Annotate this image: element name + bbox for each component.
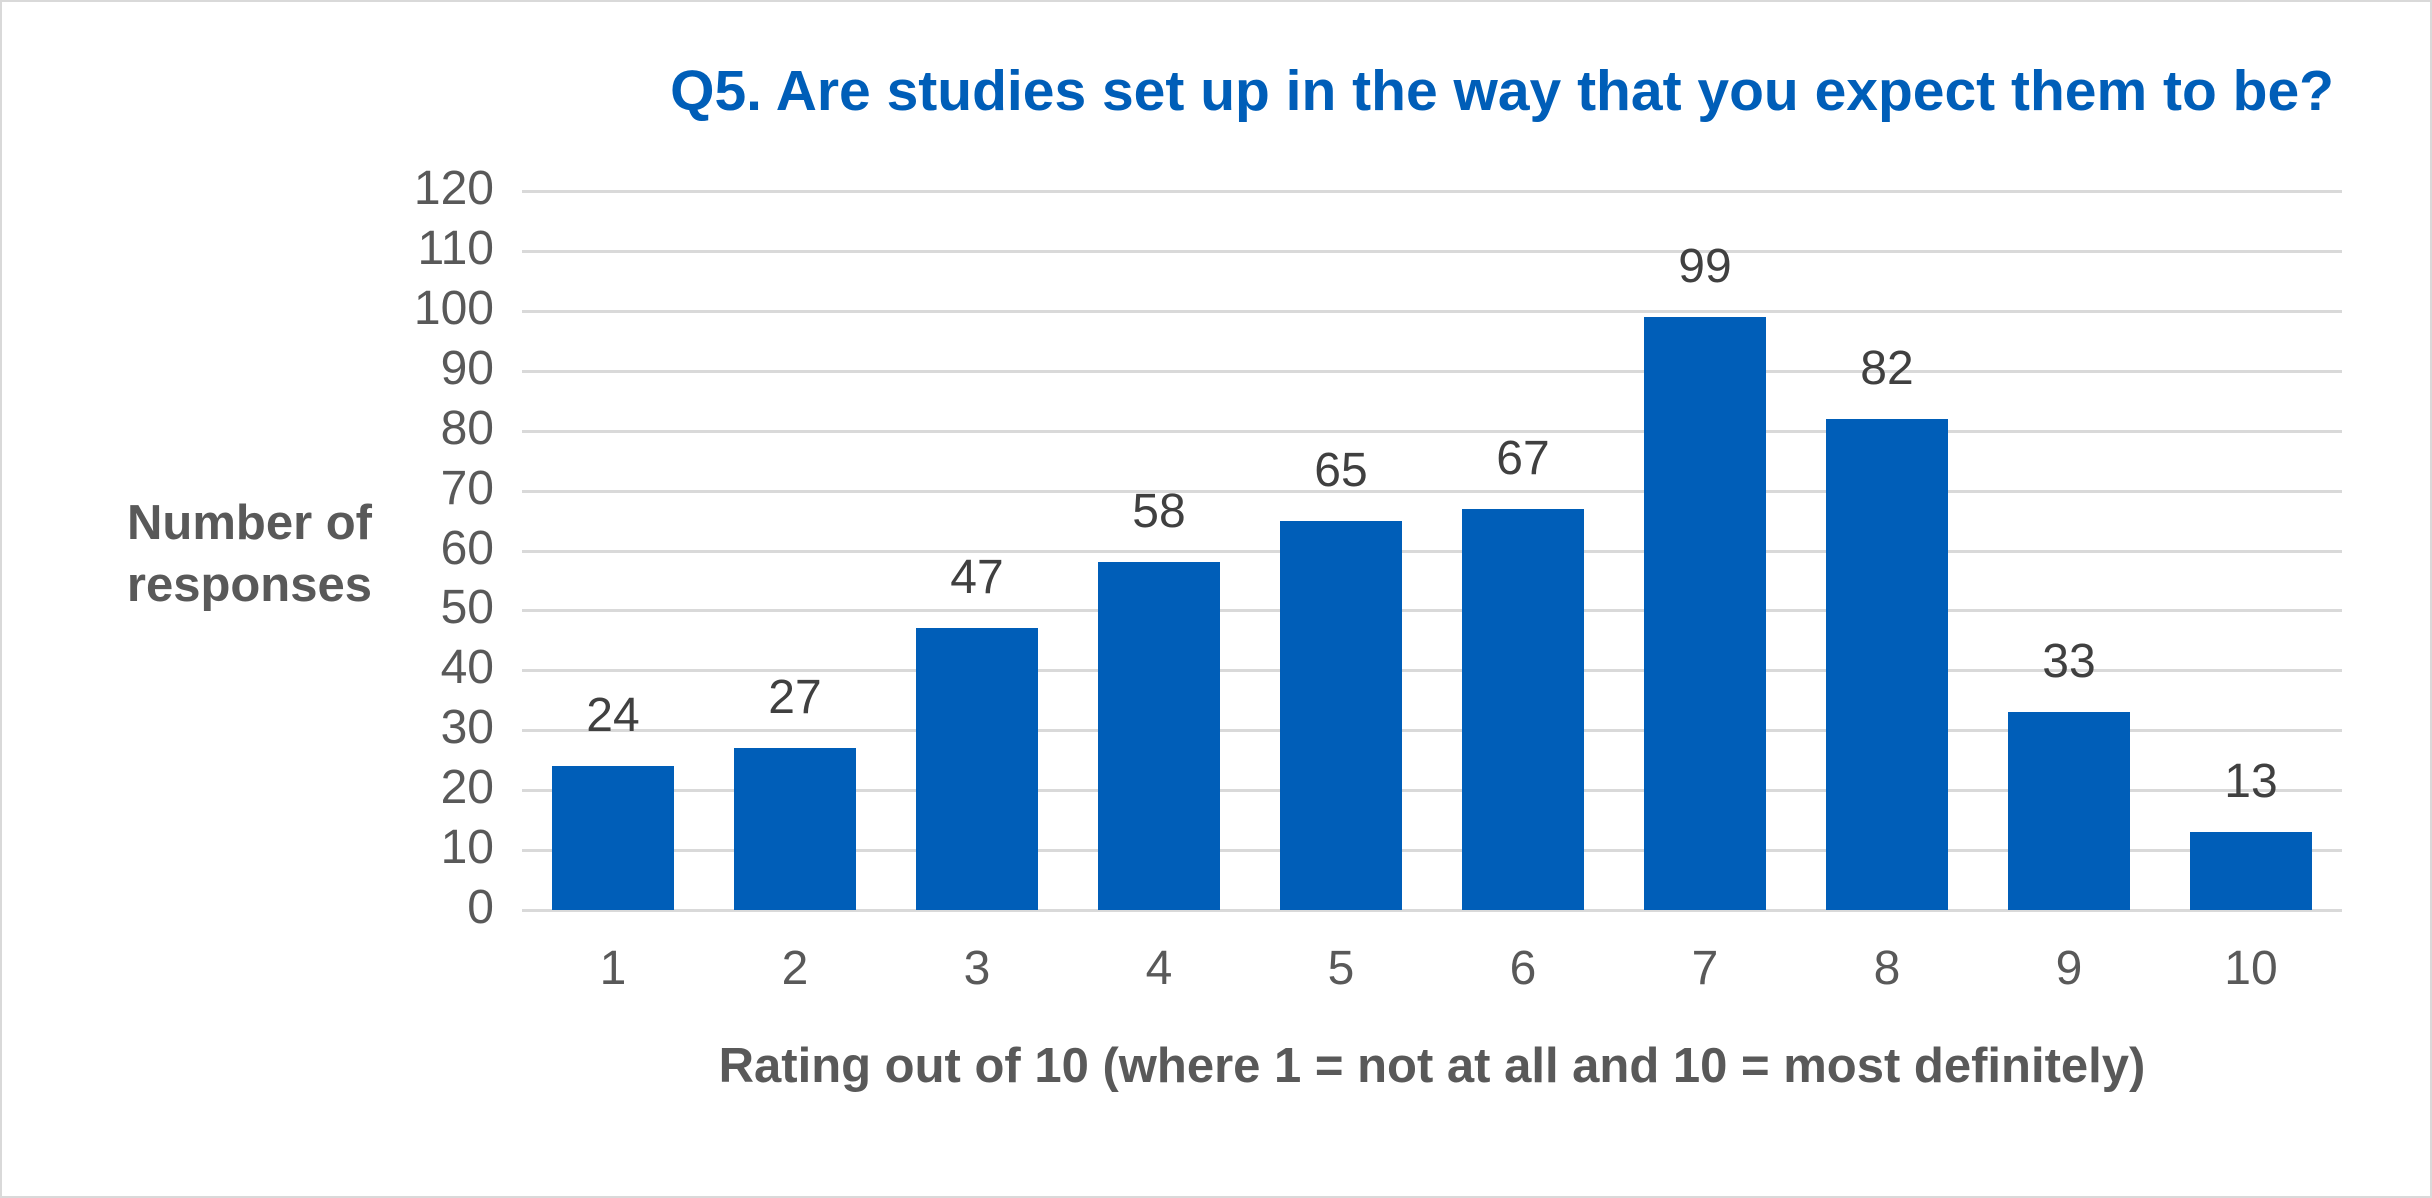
gridline [522, 909, 2342, 912]
data-label: 65 [1314, 443, 1368, 497]
x-axis-label: Rating out of 10 (where 1 = not at all a… [718, 1039, 2146, 1093]
bar-10 [2190, 832, 2312, 910]
x-tick-label: 8 [1873, 942, 1901, 995]
gridline [522, 849, 2342, 853]
data-label: 99 [1678, 239, 1732, 293]
bar-4 [1098, 562, 1220, 910]
bar-6 [1462, 508, 1584, 910]
bar-2 [734, 748, 856, 910]
gridline [522, 489, 2342, 493]
y-tick-label: 120 [413, 162, 494, 215]
x-tick-label: 9 [2055, 942, 2083, 995]
y-tick-label: 80 [440, 401, 494, 455]
gridline [522, 249, 2342, 253]
data-label: 67 [1496, 431, 1550, 485]
y-tick-label: 90 [440, 341, 494, 395]
data-label: 82 [1860, 341, 1914, 395]
gridline [522, 190, 2342, 193]
data-label: 13 [2224, 755, 2278, 809]
y-tick-label: 110 [417, 221, 494, 275]
y-tick-label: 10 [440, 821, 494, 875]
gridline [522, 369, 2342, 373]
gridline [522, 789, 2342, 793]
gridline [522, 729, 2342, 733]
x-tick-label: 10 [2224, 942, 2278, 995]
y-tick-label: 0 [467, 881, 494, 934]
gridline [522, 309, 2342, 313]
bar-9 [2008, 712, 2130, 910]
y-tick-label: 30 [440, 701, 494, 755]
data-label: 33 [2042, 635, 2096, 689]
bar-8 [1826, 418, 1948, 910]
data-label: 27 [768, 671, 822, 725]
x-tick-label: 5 [1327, 942, 1355, 995]
y-axis-label: Number of responses [126, 496, 372, 612]
x-tick-label: 7 [1691, 942, 1719, 995]
data-label: 47 [950, 551, 1004, 605]
y-tick-label: 70 [440, 461, 494, 515]
y-tick-label: 60 [440, 521, 494, 575]
y-tick-label: 40 [440, 641, 494, 695]
bar-3 [916, 628, 1038, 910]
data-label: 58 [1132, 485, 1186, 539]
bar-1 [552, 766, 674, 910]
bar-7 [1644, 316, 1766, 910]
plot-area: 0 10 20 30 40 50 60 70 80 90 100 110 120 24 1 27 2 47 3 58 4… [414, 165, 2342, 995]
gridline [522, 429, 2342, 433]
x-tick-label: 6 [1509, 942, 1537, 995]
y-tick-label: 100 [413, 281, 494, 335]
x-tick-label: 4 [1145, 942, 1173, 995]
y-tick-label: 20 [440, 761, 494, 815]
data-label: 24 [586, 689, 640, 743]
x-tick-label: 1 [599, 942, 627, 995]
gridline [522, 549, 2342, 553]
chart-title: Q5. Are studies set up in the way that y… [670, 59, 2334, 123]
x-tick-label: 2 [781, 942, 809, 995]
gridline [522, 669, 2342, 673]
gridline [522, 609, 2342, 613]
bar-5 [1280, 520, 1402, 910]
y-tick-label: 50 [440, 581, 494, 635]
x-tick-label: 3 [963, 942, 991, 995]
